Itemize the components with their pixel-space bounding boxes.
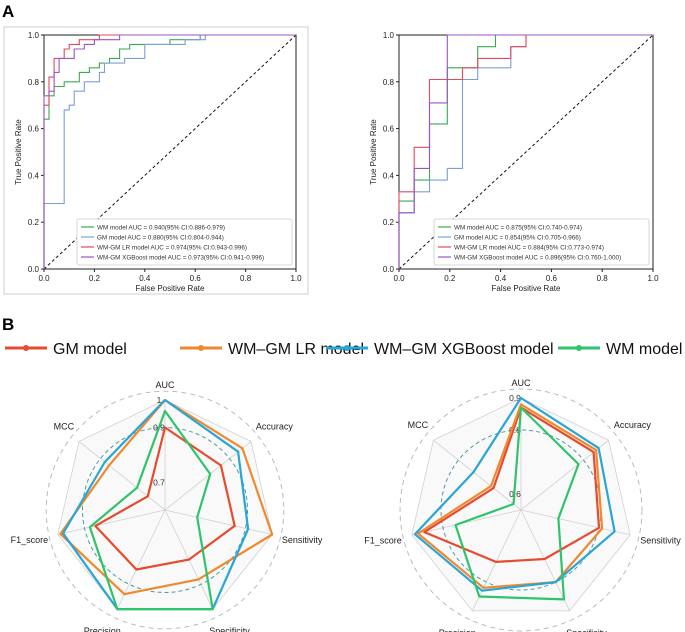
panel-label-a: A bbox=[2, 2, 14, 21]
x-tick-label: 1.0 bbox=[290, 274, 302, 283]
radar-axis-label: Accuracy bbox=[614, 420, 652, 430]
legend-label: WM model bbox=[606, 341, 682, 358]
radar-outer-ring bbox=[399, 388, 643, 632]
radar-legend: GM model WM–GM LR model WM–GM XGBoost mode… bbox=[5, 341, 682, 358]
x-tick-label: 0.4 bbox=[139, 274, 151, 283]
radar-series bbox=[454, 406, 580, 601]
legend-label: WM–GM XGBoost model bbox=[374, 341, 554, 358]
radar-ring-label: 0.9 bbox=[509, 393, 521, 403]
x-tick-label: 0.0 bbox=[393, 274, 405, 283]
radar-spoke bbox=[472, 509, 522, 612]
roc-curve bbox=[398, 34, 653, 269]
x-tick-label: 0.4 bbox=[495, 274, 507, 283]
radar-spoke bbox=[433, 439, 522, 511]
radar-spoke bbox=[411, 509, 522, 536]
radar-spoke bbox=[116, 509, 166, 610]
x-tick-label: 0.6 bbox=[190, 274, 202, 283]
radar-series bbox=[59, 398, 274, 596]
radar-axis-label: MCC bbox=[408, 420, 429, 430]
radar-axis-label: Specificity bbox=[566, 628, 607, 632]
radar-axis-label: Sensitivity bbox=[282, 535, 323, 545]
y-tick-label: 0.8 bbox=[383, 78, 395, 87]
radar-chart-left: 0.70.91AUCAccuracySensitivitySpecificity… bbox=[11, 380, 323, 632]
radar-series bbox=[413, 396, 616, 592]
radar-axis-label: MCC bbox=[54, 421, 75, 431]
roc-curve bbox=[43, 34, 296, 269]
x-axis-label: False Positive Rate bbox=[492, 284, 561, 293]
radar-spoke bbox=[520, 509, 631, 536]
roc-legend-label: WM-GM XGBoost model AUC = 0.896(95% CI:0… bbox=[454, 254, 621, 261]
radar-spoke bbox=[164, 509, 273, 535]
radar-axis-label: Accuracy bbox=[256, 421, 294, 431]
y-tick-label: 1.0 bbox=[28, 31, 40, 40]
radar-spoke bbox=[57, 509, 166, 535]
y-tick-label: 0.2 bbox=[383, 218, 395, 227]
roc-legend-label: GM model AUC = 0.880(95% CI:0.804-0.944) bbox=[97, 234, 224, 241]
radar-series bbox=[423, 406, 601, 564]
y-axis-label: True Positive Rate bbox=[369, 119, 378, 185]
x-tick-label: 1.0 bbox=[647, 274, 659, 283]
radar-axis-label: AUC bbox=[155, 380, 175, 390]
radar-axis-label: AUC bbox=[511, 378, 531, 388]
panel-label-b: B bbox=[2, 315, 14, 334]
radar-axis-label: Specificity bbox=[209, 626, 250, 632]
radar-axis-label: Precision bbox=[439, 628, 476, 632]
x-axis-label: False Positive Rate bbox=[136, 284, 205, 293]
roc-legend-box bbox=[76, 218, 293, 266]
x-tick-label: 0.2 bbox=[444, 274, 456, 283]
roc-legend-label: WM model AUC = 0.940(95% CI:0.886-0.979) bbox=[97, 224, 225, 231]
legend-label: WM–GM LR model bbox=[228, 341, 364, 358]
radar-series bbox=[88, 409, 214, 611]
legend-marker bbox=[576, 345, 582, 351]
roc-chart-right: 0.0 0.2 0.4 0.6 0.8 1.0 0.0 0.2 0.4 0.6 0.8 1.0 Fals… bbox=[369, 31, 659, 293]
roc-legend-label: WM model AUC = 0.875(95% CI:0.740-0.974) bbox=[454, 224, 582, 231]
radar-ring-label: 0.7 bbox=[153, 478, 165, 488]
figure-frame bbox=[3, 26, 309, 295]
y-tick-label: 0.4 bbox=[383, 171, 395, 180]
y-tick-label: 1.0 bbox=[383, 31, 395, 40]
radar-ring-label: 1 bbox=[157, 395, 162, 405]
y-tick-label: 0.4 bbox=[28, 171, 40, 180]
roc-legend-label: WM-GM LR model AUC = 0.884(95% CI:0.773-… bbox=[454, 244, 604, 251]
y-tick-label: 0.0 bbox=[383, 265, 395, 274]
radar-outer-ring bbox=[45, 390, 285, 630]
radar-ring-label: 0.8 bbox=[509, 425, 521, 435]
radar-axis-label: F1_score bbox=[11, 535, 49, 545]
roc-legend-label: WM-GM LR model AUC = 0.974(95% CI:0.943-… bbox=[97, 244, 247, 251]
roc-legend-label: GM model AUC = 0.854(95% CI:0.705-0.966) bbox=[454, 234, 581, 241]
y-tick-label: 0.0 bbox=[28, 265, 40, 274]
radar-series bbox=[94, 426, 236, 571]
radar-spoke bbox=[78, 441, 166, 511]
radar-axis-label: Precision bbox=[84, 626, 121, 632]
radar-axis-label: Sensitivity bbox=[640, 535, 681, 545]
legend-label: GM model bbox=[53, 341, 127, 358]
legend-marker bbox=[198, 345, 204, 351]
x-tick-label: 0.8 bbox=[240, 274, 252, 283]
y-tick-label: 0.6 bbox=[28, 125, 40, 134]
radar-spoke bbox=[164, 441, 252, 511]
y-tick-label: 0.8 bbox=[28, 78, 40, 87]
roc-legend-label: WM-GM XGBoost model AUC = 0.973(95% CI:0… bbox=[97, 254, 264, 261]
legend-marker bbox=[23, 345, 29, 351]
radar-spoke bbox=[520, 509, 570, 612]
roc-legend-box bbox=[433, 218, 650, 266]
legend-marker bbox=[344, 345, 350, 351]
x-tick-label: 0.2 bbox=[89, 274, 101, 283]
y-tick-label: 0.2 bbox=[28, 218, 40, 227]
x-tick-label: 0.8 bbox=[597, 274, 609, 283]
y-axis-label: True Positive Rate bbox=[14, 119, 23, 185]
x-tick-label: 0.0 bbox=[38, 274, 50, 283]
roc-curve bbox=[43, 34, 296, 269]
roc-chart-left: 0.0 0.2 0.4 0.6 0.8 1.0 0.0 0.2 0.4 0.6 0.8 1.0 Fals… bbox=[3, 26, 309, 295]
radar-chart-right: 0.60.80.9AUCAccuracySensitivitySpecifici… bbox=[364, 378, 681, 632]
radar-axis-label: F1_score bbox=[364, 535, 402, 545]
radar-series bbox=[416, 403, 604, 589]
y-tick-label: 0.6 bbox=[383, 125, 395, 134]
x-tick-label: 0.6 bbox=[546, 274, 558, 283]
